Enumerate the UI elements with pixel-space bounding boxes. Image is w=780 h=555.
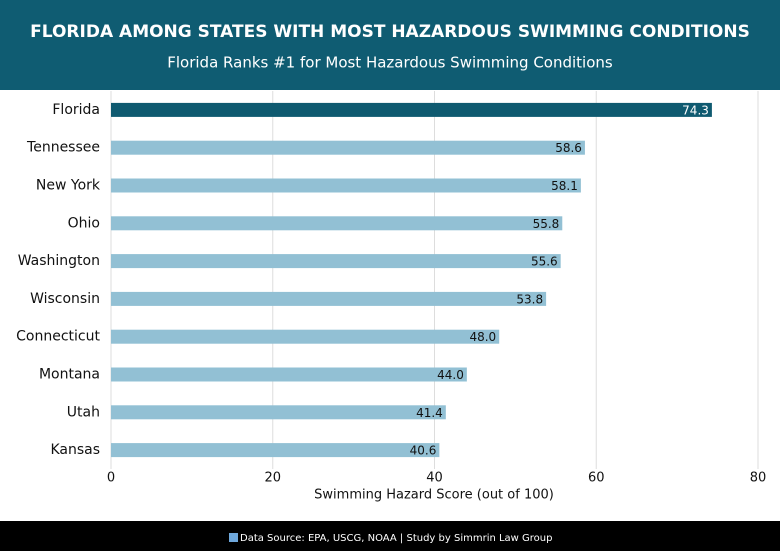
source-note: Data Source: EPA, USCG, NOAA | Study by … [240, 533, 553, 544]
value-label: 41.4 [416, 406, 443, 420]
y-tick-label: Connecticut [16, 329, 100, 345]
header-band [0, 0, 780, 90]
bar [111, 291, 547, 306]
bar [111, 216, 563, 231]
bar [111, 329, 500, 344]
value-label: 48.0 [469, 330, 496, 344]
y-tick-label: Tennessee [26, 140, 100, 156]
value-label: 58.1 [551, 179, 578, 193]
bar [111, 102, 712, 117]
y-tick-label: Utah [67, 404, 100, 420]
x-axis-label: Swimming Hazard Score (out of 100) [314, 488, 554, 503]
x-tick-label: 40 [426, 471, 443, 486]
bar [111, 367, 467, 382]
y-tick-label: Florida [52, 102, 100, 118]
footer-band [0, 521, 780, 551]
x-tick-label: 80 [750, 471, 767, 486]
bar [111, 140, 585, 155]
x-tick-label: 0 [107, 471, 115, 486]
bar [111, 405, 446, 420]
y-tick-label: Montana [39, 367, 100, 383]
chart-title: FLORIDA AMONG STATES WITH MOST HAZARDOUS… [30, 22, 750, 42]
x-tick-label: 60 [588, 471, 605, 486]
y-tick-label: New York [36, 178, 101, 194]
y-tick-label: Wisconsin [30, 291, 100, 307]
y-tick-label: Ohio [68, 215, 100, 231]
bar [111, 443, 440, 458]
value-label: 58.6 [555, 141, 582, 155]
bar [111, 254, 561, 269]
bar [111, 178, 581, 193]
chart-subtitle: Florida Ranks #1 for Most Hazardous Swim… [167, 54, 613, 72]
y-tick-label: Washington [18, 253, 100, 269]
x-tick-label: 20 [264, 471, 281, 486]
value-label: 40.6 [410, 444, 437, 458]
value-label: 55.6 [531, 255, 558, 269]
value-label: 44.0 [437, 368, 464, 382]
value-label: 53.8 [516, 292, 543, 306]
y-tick-label: Kansas [50, 442, 100, 458]
source-icon [229, 533, 238, 542]
value-label: 74.3 [682, 103, 709, 117]
value-label: 55.8 [533, 217, 560, 231]
